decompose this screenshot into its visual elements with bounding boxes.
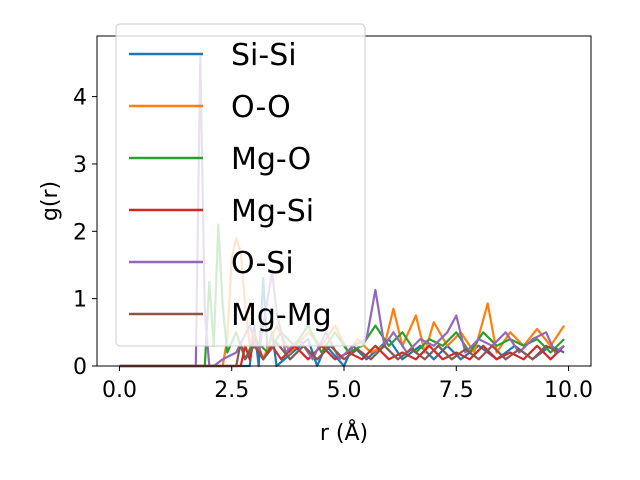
legend-label: Mg-O xyxy=(231,142,311,177)
legend-label: O-Si xyxy=(231,246,294,281)
legend-label: Mg-Mg xyxy=(231,298,332,333)
x-axis-label: r (Å) xyxy=(320,419,368,446)
x-tick-label: 7.5 xyxy=(439,378,474,403)
legend-label: Si-Si xyxy=(231,38,297,73)
x-axis: 0.0 2.5 5.0 7.5 10.0 xyxy=(102,366,593,403)
series-line-6 xyxy=(119,341,561,368)
legend-entries: Si-Si O-O Mg-O Mg-Si O-Si Mg-Mg xyxy=(129,38,332,333)
legend-label: Mg-Si xyxy=(231,194,314,229)
y-tick-label: 4 xyxy=(73,86,87,111)
y-tick-label: 0 xyxy=(73,355,87,380)
x-tick-label: 5.0 xyxy=(327,378,362,403)
x-tick-label: 2.5 xyxy=(214,378,249,403)
legend-label: O-O xyxy=(231,90,291,125)
y-axis-label: g(r) xyxy=(38,181,63,221)
x-tick-label: 0.0 xyxy=(102,378,137,403)
x-tick-label: 10.0 xyxy=(544,378,593,403)
y-tick-label: 2 xyxy=(73,220,87,245)
legend: Si-Si O-O Mg-O Mg-Si O-Si Mg-Mg xyxy=(115,23,366,347)
legend-box xyxy=(115,23,366,347)
y-tick-label: 3 xyxy=(73,153,87,178)
y-tick-label: 1 xyxy=(73,288,87,313)
series-line-4 xyxy=(119,338,565,368)
y-axis: 0 1 2 3 4 xyxy=(73,86,97,380)
